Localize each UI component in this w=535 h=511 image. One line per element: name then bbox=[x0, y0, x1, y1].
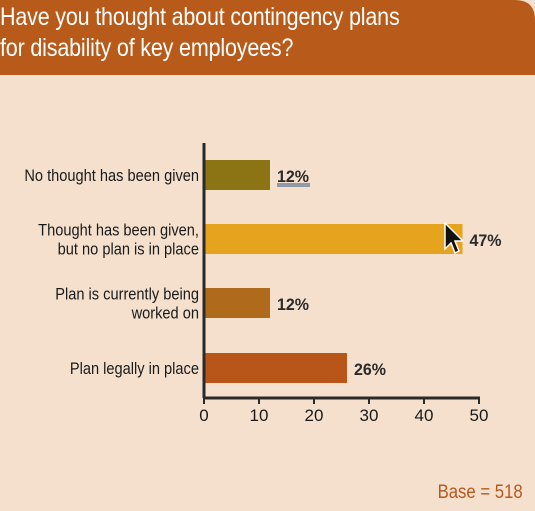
value-label-highlight bbox=[277, 183, 310, 187]
category-label-2: Thought has been given, bbox=[38, 222, 199, 240]
category-label-3: worked on bbox=[131, 305, 199, 323]
category-label-2: but no plan is in place bbox=[58, 241, 200, 259]
value-label-3: 12% bbox=[277, 295, 309, 314]
x-tick-label-50: 50 bbox=[470, 406, 489, 425]
base-note: Base = 518 bbox=[437, 482, 523, 503]
header-background bbox=[0, 0, 535, 75]
bar-3 bbox=[204, 288, 270, 318]
x-tick-label-40: 40 bbox=[415, 406, 434, 425]
value-label-4: 26% bbox=[354, 360, 386, 379]
category-label-4: Plan legally in place bbox=[70, 360, 199, 378]
bar-1 bbox=[204, 160, 270, 190]
category-label-1: No thought has been given bbox=[24, 167, 199, 185]
category-label-3: Plan is currently being bbox=[55, 286, 199, 304]
value-label-1: 12% bbox=[277, 167, 309, 186]
x-tick-label-20: 20 bbox=[305, 406, 324, 425]
bar-4 bbox=[204, 353, 347, 383]
x-tick-label-10: 10 bbox=[250, 406, 269, 425]
chart-title: Have you thought about contingency plans… bbox=[0, 3, 400, 62]
mouse-cursor-icon bbox=[444, 222, 463, 255]
header-shape bbox=[0, 0, 535, 75]
x-tick-label-0: 0 bbox=[199, 406, 208, 425]
bar-2 bbox=[204, 224, 463, 254]
x-tick-label-30: 30 bbox=[360, 406, 379, 425]
value-label-2: 47% bbox=[470, 231, 502, 250]
header-banner: Have you thought about contingency plans… bbox=[0, 0, 535, 75]
